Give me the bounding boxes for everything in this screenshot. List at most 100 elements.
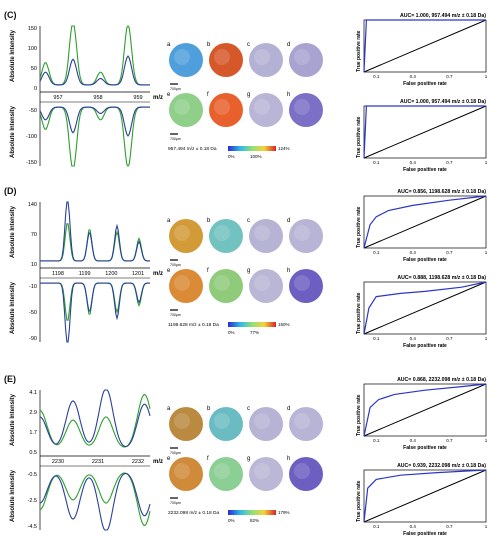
- spectrum-blue-upper: [40, 201, 150, 262]
- roc-x-tick: 0.1: [373, 74, 380, 79]
- roc-y-title: True positive rate: [356, 292, 362, 334]
- spectrum-green-upper: [40, 223, 150, 262]
- roc-x-tick: 1: [485, 250, 488, 255]
- x-tick-label: 959: [133, 95, 142, 101]
- tissue-image: [169, 407, 203, 441]
- tissue-highlight: [214, 225, 230, 241]
- spectrum-blue-lower: [39, 472, 151, 531]
- tissue-image: [289, 93, 323, 127]
- y-tick-label: 0: [34, 86, 37, 92]
- tissue-image: [289, 269, 323, 303]
- image-letter: d: [287, 218, 290, 224]
- y-tick-label: -0.5: [28, 472, 37, 478]
- image-letter: e: [167, 92, 171, 98]
- spectrum-plot: 150 100 50 0 -50 -100 -150 957 958 959 m/z Absolute…: [10, 25, 163, 167]
- roc-x-title: False positive rate: [403, 531, 447, 537]
- panel-label: (D): [4, 186, 17, 196]
- roc-curve: [363, 281, 487, 335]
- roc-title: AUC= 0.868, 2232.098 m/z ± 0.18 Da): [397, 377, 486, 383]
- image-letter: c: [247, 218, 250, 224]
- colorbar-min: 0%: [228, 330, 235, 335]
- roc-x-tick: 0.4: [410, 336, 417, 341]
- tissue-highlight: [174, 275, 190, 291]
- tissue-image: [169, 43, 203, 77]
- roc-y-title: True positive rate: [356, 116, 362, 158]
- y-tick-label: 50: [31, 66, 37, 72]
- mz-caption: 957.494 m/z ± 0.18 Da: [168, 146, 217, 152]
- roc-x-tick: 0.7: [446, 336, 453, 341]
- x-tick-label: 1198: [52, 271, 64, 277]
- scale-label: 700μm: [170, 87, 181, 91]
- roc-y-title: True positive rate: [356, 480, 362, 522]
- tissue-image: [249, 457, 283, 491]
- tissue-highlight: [254, 413, 270, 429]
- spectrum-blue-lower: [40, 282, 150, 343]
- roc-x-tick: 0.7: [446, 160, 453, 165]
- scale-label: 700μm: [170, 451, 181, 455]
- roc-diagonal: [363, 19, 487, 73]
- roc-diagonal: [363, 383, 487, 437]
- image-letter: b: [207, 406, 211, 412]
- tissue-highlight: [174, 463, 190, 479]
- tissue-image: [289, 407, 323, 441]
- tissue-image: [289, 457, 323, 491]
- roc-curve: [363, 383, 487, 437]
- roc-x-tick: 0.4: [410, 438, 417, 443]
- roc-title: AUC= 0.939, 2232.098 m/z ± 0.18 Da): [397, 463, 486, 469]
- x-tick-label: 2231: [92, 459, 104, 465]
- tissue-highlight: [214, 463, 230, 479]
- tissue-image: [249, 93, 283, 127]
- y-tick-label: -10: [29, 284, 37, 290]
- y-tick-label: -4.5: [28, 524, 37, 530]
- roc-x-tick: 0.4: [410, 250, 417, 255]
- tissue-image: [209, 457, 243, 491]
- tissue-highlight: [254, 275, 270, 291]
- x-axis-title: m/z: [153, 271, 163, 277]
- y-tick-label: 100: [28, 46, 37, 52]
- colorbar: [228, 322, 276, 327]
- tissue-image: [209, 407, 243, 441]
- image-letter: h: [287, 456, 290, 462]
- roc-diagonal: [363, 105, 487, 159]
- roc-x-title: False positive rate: [403, 343, 447, 349]
- roc-curve-plot: AUC= 0.888, 1198.628 m/z ± 0.18 Da) 0.1 0.…: [356, 275, 488, 349]
- roc-x-tick: 0.4: [410, 160, 417, 165]
- roc-frame: [363, 281, 487, 335]
- roc-curve-plot: AUC= 0.856, 1198.628 m/z ± 0.18 Da) 0.1 0.…: [356, 189, 488, 263]
- image-letter: f: [207, 92, 209, 98]
- y-tick-label: 1.7: [29, 430, 37, 436]
- x-axis-title: m/z: [153, 95, 163, 101]
- roc-x-tick: 1: [485, 336, 488, 341]
- colorbar-max: 124%: [278, 146, 290, 151]
- y-tick-label: -50: [29, 310, 37, 316]
- tissue-highlight: [294, 413, 310, 429]
- tissue-highlight: [174, 413, 190, 429]
- image-letter: g: [247, 92, 250, 98]
- tissue-highlight: [214, 275, 230, 291]
- ms-image-grid: a b c d e f g h 700μm 700μm 2232.098 m/z ± 0.18 Da…: [167, 406, 323, 523]
- image-letter: h: [287, 268, 290, 274]
- tissue-image: [249, 407, 283, 441]
- tissue-highlight: [174, 225, 190, 241]
- spectrum-blue-upper: [39, 55, 150, 86]
- spectrum-green-lower: [39, 472, 151, 526]
- roc-y-title: True positive rate: [356, 206, 362, 248]
- colorbar-mid: 82%: [250, 518, 259, 523]
- image-letter: a: [167, 42, 171, 48]
- roc-x-tick: 0.1: [373, 524, 380, 529]
- spectrum-blue-lower: [39, 106, 150, 137]
- tissue-image: [209, 43, 243, 77]
- mz-caption: 1198.628 m/z ± 0.18 Da: [168, 322, 219, 328]
- y-tick-label: 0.5: [29, 450, 37, 456]
- roc-title: AUC= 1.000, 957.494 m/z ± 0.18 Da): [400, 13, 486, 19]
- x-tick-label: 2230: [52, 459, 64, 465]
- tissue-highlight: [294, 49, 310, 65]
- tissue-highlight: [294, 275, 310, 291]
- colorbar-mid: 77%: [250, 330, 259, 335]
- spectrum-green-lower: [40, 282, 150, 321]
- roc-curve-plot: AUC= 0.868, 2232.098 m/z ± 0.18 Da) 0.1 0.…: [356, 377, 488, 451]
- colorbar-max: 179%: [278, 510, 290, 515]
- colorbar-min: 0%: [228, 518, 235, 523]
- roc-title: AUC= 0.888, 1198.628 m/z ± 0.18 Da): [397, 275, 486, 281]
- roc-x-title: False positive rate: [403, 167, 447, 173]
